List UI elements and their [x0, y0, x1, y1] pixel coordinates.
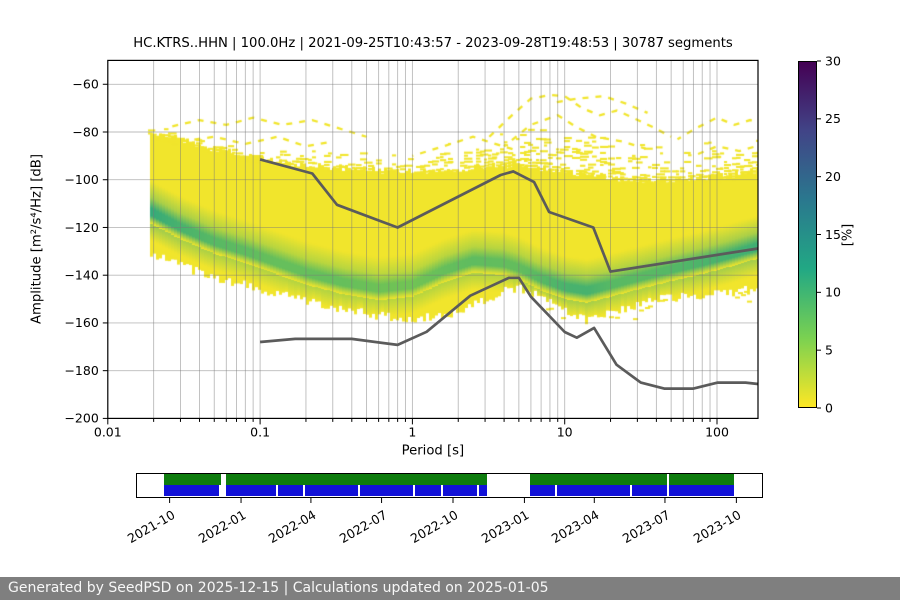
colorbar-tick-label: 5: [825, 342, 833, 357]
coverage-gap-blue: [413, 485, 416, 497]
y-tick-label: −180: [64, 363, 98, 378]
y-tick-label: −60: [72, 77, 98, 92]
coverage-segment-green: [529, 474, 735, 486]
coverage-gap-blue: [219, 485, 222, 497]
coverage-gap-blue: [440, 485, 443, 497]
footer-bar: Generated by SeedPSD on 2025-12-15 | Cal…: [0, 577, 900, 600]
y-tick-label: −140: [64, 268, 98, 283]
coverage-gap-blue: [477, 485, 480, 497]
colorbar-label: [%]: [840, 223, 856, 247]
colorbar-gradient: [798, 61, 817, 408]
timeline-date-label: 2022-04: [265, 507, 319, 547]
timeline-date-label: 2023-07: [619, 507, 673, 547]
x-axis-label: Period [s]: [402, 443, 464, 458]
coverage-timeline: [136, 473, 763, 498]
timeline-date-label: 2022-01: [195, 507, 249, 547]
timeline-date-label: 2023-04: [549, 507, 602, 547]
colorbar-tick-label: 15: [825, 227, 841, 242]
y-tick-label: −100: [64, 172, 98, 187]
colorbar-tick-label: 25: [825, 111, 841, 126]
ppsd-histogram-heatmap: [108, 60, 758, 419]
coverage-gap-blue: [303, 485, 306, 497]
x-tick-label: 10: [557, 424, 573, 439]
colorbar-tick-label: 30: [825, 53, 841, 68]
coverage-gap-green: [666, 474, 669, 486]
coverage-gap-blue: [667, 485, 670, 497]
timeline-date-label: 2022-07: [336, 507, 390, 547]
x-tick-label: 0.1: [250, 424, 270, 439]
x-tick-label: 1: [408, 424, 416, 439]
x-tick-label: 100: [705, 424, 729, 439]
y-axis-label: Amplitude [m²/s⁴/Hz] [dB]: [29, 154, 45, 324]
coverage-segment-blue: [164, 485, 488, 497]
coverage-segment-green: [164, 474, 488, 486]
coverage-gap-blue: [554, 485, 557, 497]
coverage-gap-blue: [630, 485, 632, 497]
y-tick-label: −80: [72, 124, 98, 139]
plot-title: HC.KTRS..HHN | 100.0Hz | 2021-09-25T10:4…: [133, 36, 733, 51]
coverage-gap-blue: [358, 485, 361, 497]
colorbar-tick-label: 20: [825, 169, 841, 184]
timeline-date-label: 2021-10: [124, 507, 178, 547]
colorbar-tick-label: 10: [825, 285, 841, 300]
y-tick-label: −120: [64, 220, 98, 235]
timeline-date-label: 2023-01: [479, 507, 532, 547]
y-tick-label: −160: [64, 315, 98, 330]
y-tick-label: −200: [64, 411, 98, 426]
x-tick-label: 0.01: [94, 424, 122, 439]
footer-text: Generated by SeedPSD on 2025-12-15 | Cal…: [8, 580, 549, 596]
coverage-gap: [220, 474, 226, 497]
timeline-date-label: 2022-10: [407, 507, 461, 547]
timeline-date-label: 2023-10: [691, 507, 744, 547]
colorbar-tick-label: 0: [825, 400, 833, 415]
coverage-gap-blue: [275, 485, 278, 497]
